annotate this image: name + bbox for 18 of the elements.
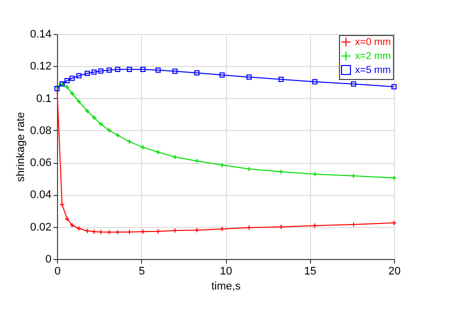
x-tick-label: 20 — [388, 266, 401, 278]
y-tick-label: 0.04 — [30, 189, 52, 202]
y-tick-label: 0.08 — [30, 124, 52, 137]
legend-label: x=0 mm — [355, 37, 391, 48]
y-tick-label: 0.14 — [30, 28, 52, 40]
legend-label: x=5 mm — [355, 65, 391, 76]
x-tick-label: 10 — [220, 266, 232, 278]
y-tick-label: 0.06 — [30, 157, 52, 170]
y-tick-label: 0.1 — [36, 92, 52, 105]
x-tick-label: 5 — [138, 266, 145, 278]
y-tick-label: 0.12 — [30, 60, 52, 73]
y-axis-title: shrinkage rate — [15, 112, 28, 182]
y-tick-label: 0 — [45, 254, 52, 266]
y-tick-label: 0.02 — [30, 221, 52, 234]
legend-label: x=2 mm — [355, 51, 391, 62]
x-tick-label: 0 — [54, 266, 61, 278]
x-axis-title: time,s — [211, 280, 242, 292]
x-tick-label: 15 — [304, 266, 316, 278]
